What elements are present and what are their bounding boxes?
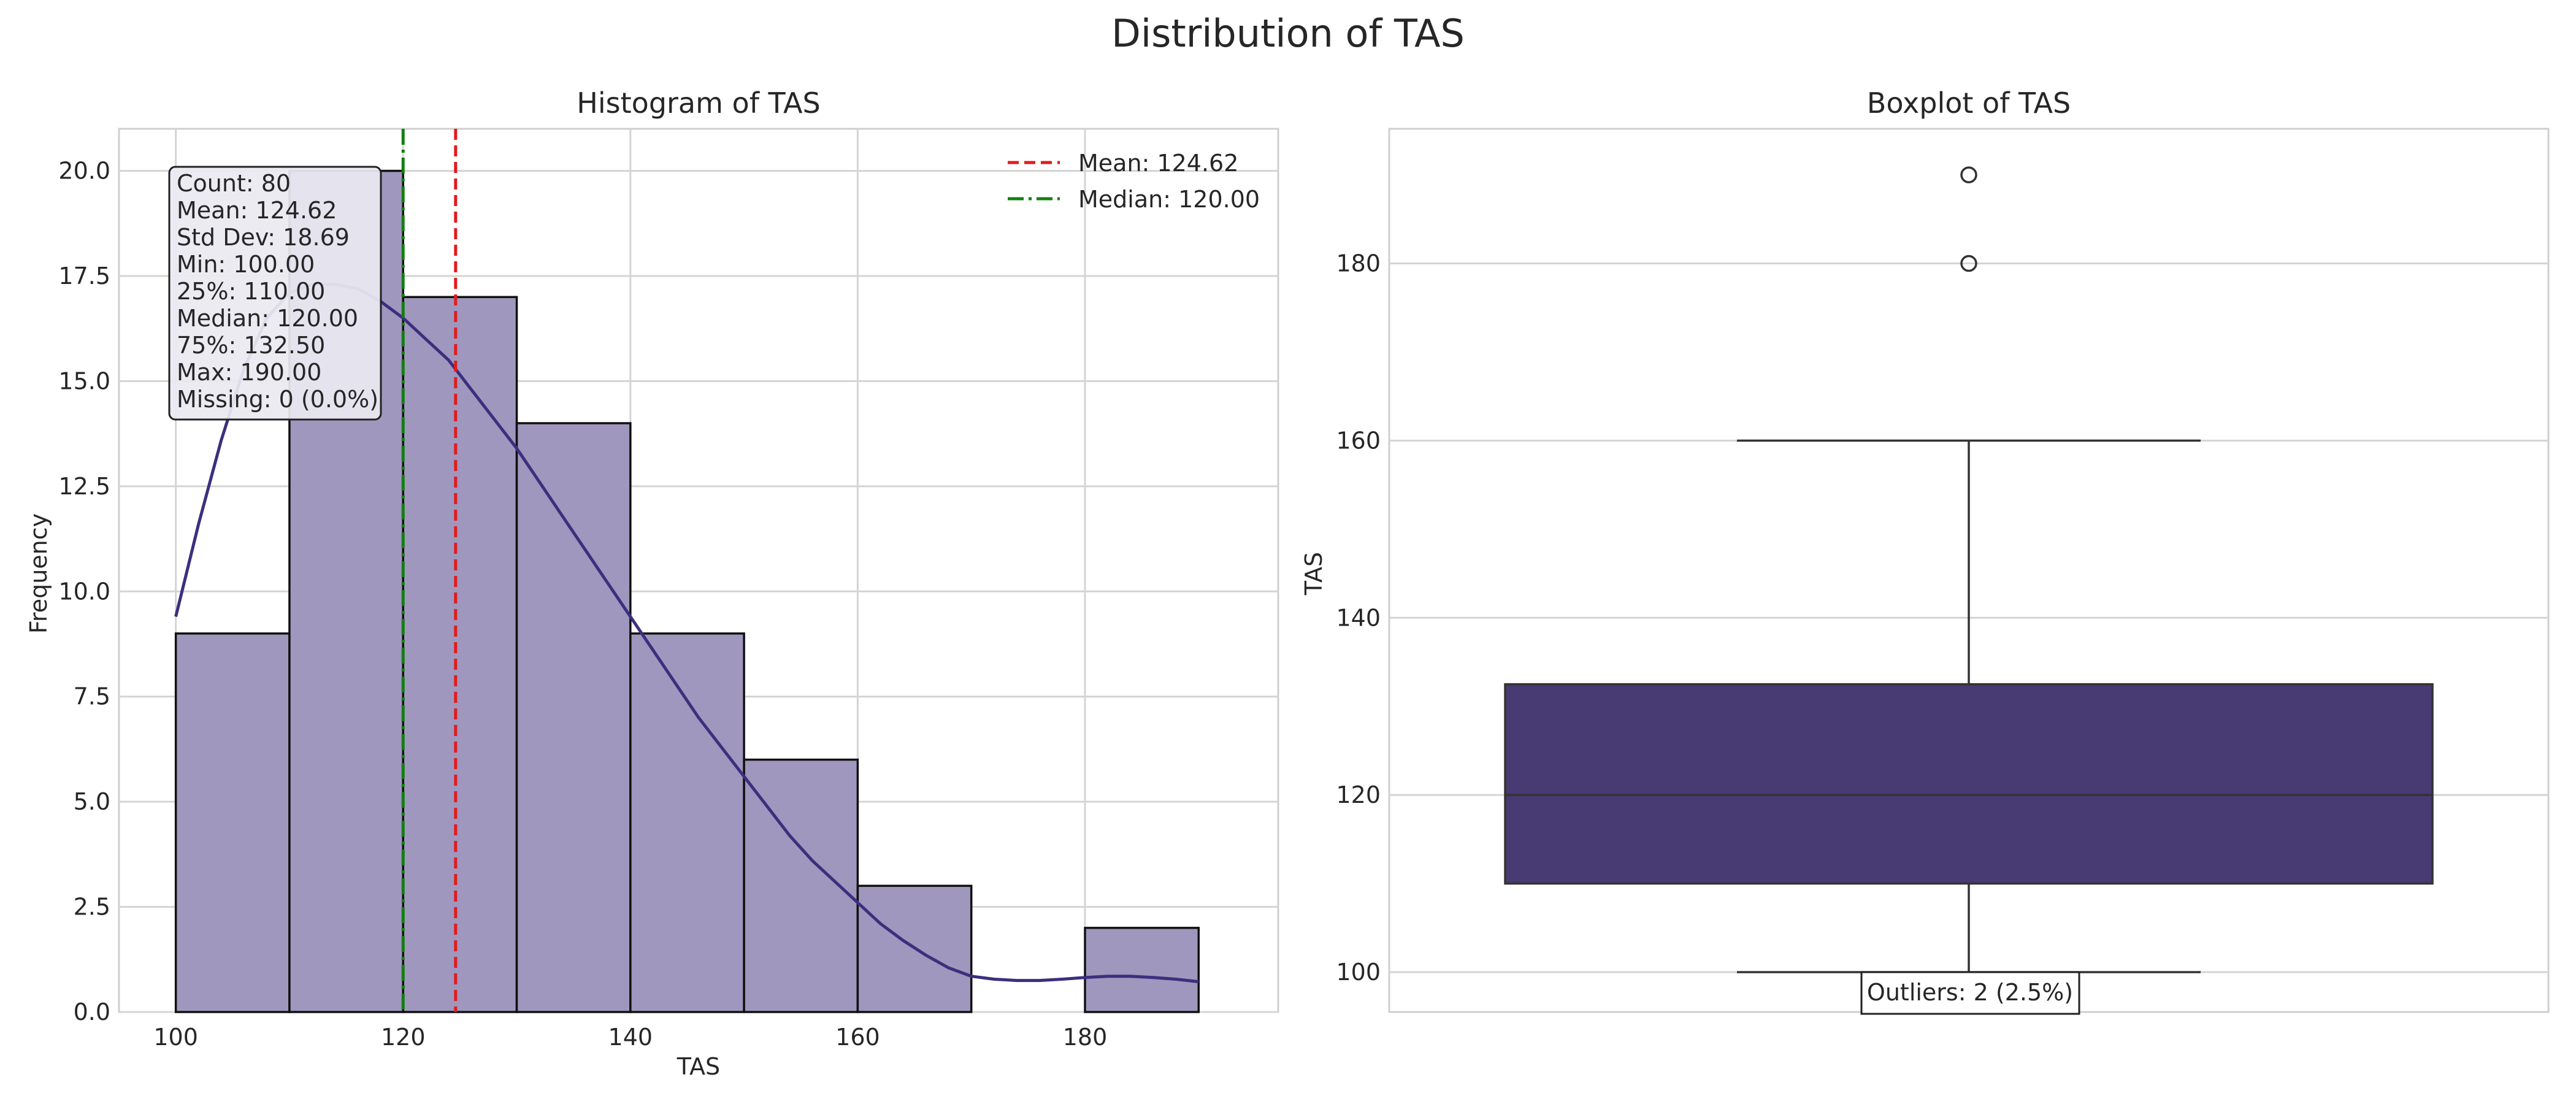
- histogram-x-tick-label: 140: [608, 1024, 653, 1051]
- legend-median-label: Median: 120.00: [1078, 186, 1260, 213]
- histogram-x-tick-label: 100: [153, 1024, 198, 1051]
- boxplot-y-tick-label: 140: [1336, 604, 1381, 631]
- boxplot-y-tick-label: 180: [1336, 250, 1381, 277]
- histogram-y-tick-label: 17.5: [58, 263, 110, 289]
- histogram-ticks: 100 120 140 160 180 0.0 2.5 5.0 7.5 10.0 12.5 15.0 1…: [58, 158, 1107, 1051]
- histogram-y-tick-label: 0.0: [74, 999, 110, 1025]
- boxplot-y-tick-label: 100: [1336, 959, 1381, 986]
- stats-box-line: Count: 80: [177, 170, 291, 197]
- histogram-x-tick-label: 160: [835, 1024, 880, 1051]
- histogram-title: Histogram of TAS: [577, 86, 820, 120]
- histogram-y-tick-label: 5.0: [74, 788, 110, 815]
- boxplot-title: Boxplot of TAS: [1867, 86, 2071, 120]
- outlier-annotation-frame: [1860, 971, 2080, 1015]
- stats-box-line: Missing: 0 (0.0%): [177, 386, 378, 413]
- stats-box-line: Median: 120.00: [177, 305, 358, 332]
- histogram-x-tick-label: 180: [1063, 1024, 1108, 1051]
- boxplot-chart: 100 120 140 160 180 Boxplot of TAS TAS Outli…: [1300, 86, 2550, 1015]
- legend-mean-label: Mean: 124.62: [1078, 150, 1238, 177]
- outlier-annotation: Outliers: 2 (2.5%): [1860, 971, 2080, 1015]
- histogram-y-tick-label: 20.0: [58, 158, 110, 185]
- boxplot-y-tick-label: 160: [1336, 427, 1381, 454]
- boxplot-y-axis-label: TAS: [1300, 552, 1327, 596]
- histogram-bar: [1084, 927, 1200, 1013]
- histogram-y-tick-label: 7.5: [74, 683, 110, 710]
- histogram-y-tick-label: 10.0: [58, 578, 110, 605]
- histogram-y-axis-label: Frequency: [25, 513, 52, 634]
- histogram-y-tick-label: 12.5: [58, 473, 110, 500]
- stats-box-line: Std Dev: 18.69: [177, 224, 350, 251]
- histogram-x-tick-label: 120: [381, 1024, 426, 1051]
- histogram-bar: [174, 632, 291, 1013]
- boxplot-ticks: 100 120 140 160 180: [1336, 250, 1381, 986]
- figure-title: Distribution of TAS: [1111, 11, 1465, 56]
- stats-box-line: 25%: 110.00: [177, 278, 325, 305]
- stats-box-line: Mean: 124.62: [177, 197, 337, 224]
- histogram-bar: [402, 296, 518, 1013]
- histogram-reference-lines: [401, 129, 458, 1012]
- histogram-y-tick-label: 2.5: [74, 894, 110, 921]
- boxplot-body: [1504, 166, 2434, 973]
- outlier-point: [1960, 166, 1977, 183]
- stats-box-line: Max: 190.00: [177, 359, 321, 386]
- histogram-x-axis-label: TAS: [677, 1053, 720, 1080]
- histogram-bar: [629, 632, 745, 1013]
- histogram-y-tick-label: 15.0: [58, 367, 110, 394]
- boxplot-y-tick-label: 120: [1336, 781, 1381, 808]
- stats-box-frame: [168, 166, 382, 421]
- stats-box-line: 75%: 132.50: [177, 332, 325, 359]
- histogram-legend: Mean: 124.62 Median: 120.00: [1008, 150, 1260, 213]
- outlier-point: [1960, 255, 1977, 272]
- iqr-box: [1504, 683, 2434, 885]
- histogram-bar: [515, 422, 632, 1013]
- outlier-annotation-text: Outliers: 2 (2.5%): [1867, 979, 2073, 1006]
- stats-box-line: Min: 100.00: [177, 251, 315, 278]
- histogram-chart: 100 120 140 160 180 0.0 2.5 5.0 7.5 10.0 12.5 15.0 1…: [25, 86, 1279, 1080]
